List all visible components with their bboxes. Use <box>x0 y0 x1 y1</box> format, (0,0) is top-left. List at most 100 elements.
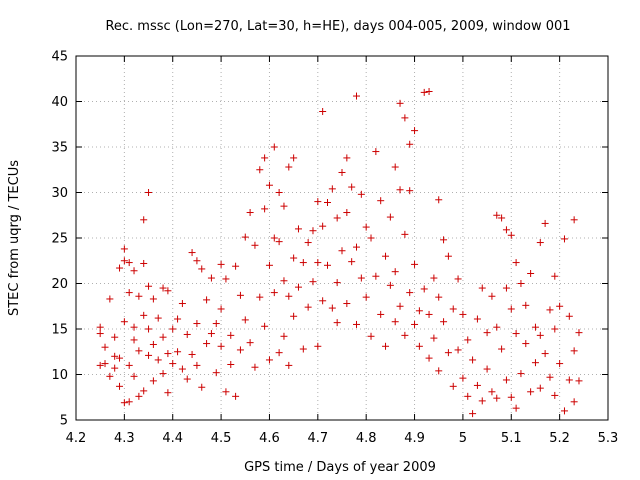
data-point <box>546 373 554 381</box>
data-point <box>212 369 220 377</box>
data-point <box>232 392 240 400</box>
data-point <box>570 398 578 406</box>
data-point <box>333 279 341 287</box>
data-point <box>343 209 351 217</box>
data-point <box>425 354 433 362</box>
data-point <box>323 261 331 269</box>
data-point <box>502 226 510 234</box>
data-point <box>149 340 157 348</box>
data-point <box>493 394 501 402</box>
data-point <box>111 352 119 360</box>
data-point <box>435 196 443 204</box>
data-point <box>207 330 215 338</box>
data-point <box>343 300 351 308</box>
data-point <box>333 214 341 222</box>
data-point <box>270 234 278 242</box>
data-point <box>386 213 394 221</box>
data-point <box>556 360 564 368</box>
data-point <box>270 143 278 151</box>
data-point <box>406 289 414 297</box>
data-point <box>425 310 433 318</box>
x-tick-label: 4.7 <box>307 431 328 446</box>
data-point <box>120 245 128 253</box>
data-point <box>241 316 249 324</box>
data-point <box>130 267 138 275</box>
data-point <box>106 372 114 380</box>
data-point <box>217 260 225 268</box>
data-point <box>502 284 510 292</box>
data-point <box>159 370 167 378</box>
data-point <box>483 329 491 337</box>
y-tick-label: 20 <box>51 277 68 292</box>
data-point <box>178 365 186 373</box>
data-point <box>183 375 191 383</box>
x-tick-label: 5.2 <box>549 431 570 446</box>
data-point <box>299 259 307 267</box>
data-point <box>478 284 486 292</box>
data-point <box>551 325 559 333</box>
data-point <box>159 284 167 292</box>
x-axis: 4.2 4.3 4.4 4.5 4.6 4.7 4.8 4.9 5 5.1 5.2 5.3 <box>66 56 618 446</box>
data-point <box>546 306 554 314</box>
data-point <box>570 347 578 355</box>
data-point <box>353 92 361 100</box>
data-point <box>140 311 148 319</box>
data-point <box>159 333 167 341</box>
data-point <box>551 391 559 399</box>
data-point <box>111 333 119 341</box>
data-point <box>435 367 443 375</box>
data-point <box>265 261 273 269</box>
y-tick-label: 45 <box>51 50 68 65</box>
chart-title: Rec. mssc (Lon=270, Lat=30, h=HE), days … <box>105 19 570 34</box>
data-point <box>290 154 298 162</box>
data-point <box>140 387 148 395</box>
data-point <box>391 268 399 276</box>
data-point <box>372 272 380 280</box>
y-tick-label: 25 <box>51 232 68 247</box>
data-point <box>251 241 259 249</box>
data-point <box>154 314 162 322</box>
data-point <box>101 360 109 368</box>
x-tick-label: 4.5 <box>211 431 232 446</box>
data-point <box>304 303 312 311</box>
data-point <box>517 370 525 378</box>
data-point <box>430 334 438 342</box>
data-point <box>473 315 481 323</box>
data-point <box>145 325 153 333</box>
data-point <box>348 258 356 266</box>
data-point <box>145 351 153 359</box>
data-point <box>285 163 293 171</box>
data-point <box>411 127 419 135</box>
data-point <box>353 243 361 251</box>
data-point <box>125 361 133 369</box>
data-point <box>406 187 414 195</box>
data-point <box>212 320 220 328</box>
data-point <box>280 202 288 210</box>
data-point <box>454 275 462 283</box>
data-point <box>304 239 312 247</box>
data-point <box>502 376 510 384</box>
data-point <box>294 225 302 233</box>
data-point <box>575 377 583 385</box>
data-point <box>265 181 273 189</box>
data-point <box>314 259 322 267</box>
data-point <box>391 163 399 171</box>
data-point <box>275 238 283 246</box>
data-point <box>333 319 341 327</box>
data-point <box>120 257 128 265</box>
data-point <box>469 356 477 364</box>
x-tick-label: 5 <box>459 431 467 446</box>
data-point <box>120 318 128 326</box>
data-point <box>246 209 254 217</box>
x-tick-label: 4.8 <box>356 431 377 446</box>
y-tick-label: 15 <box>51 323 68 338</box>
data-point <box>353 320 361 328</box>
data-point <box>275 349 283 357</box>
data-point <box>256 166 264 174</box>
data-point <box>444 252 452 260</box>
data-point <box>261 322 269 330</box>
data-point <box>415 307 423 315</box>
x-tick-label: 5.1 <box>501 431 522 446</box>
data-point <box>135 347 143 355</box>
data-point <box>290 312 298 320</box>
